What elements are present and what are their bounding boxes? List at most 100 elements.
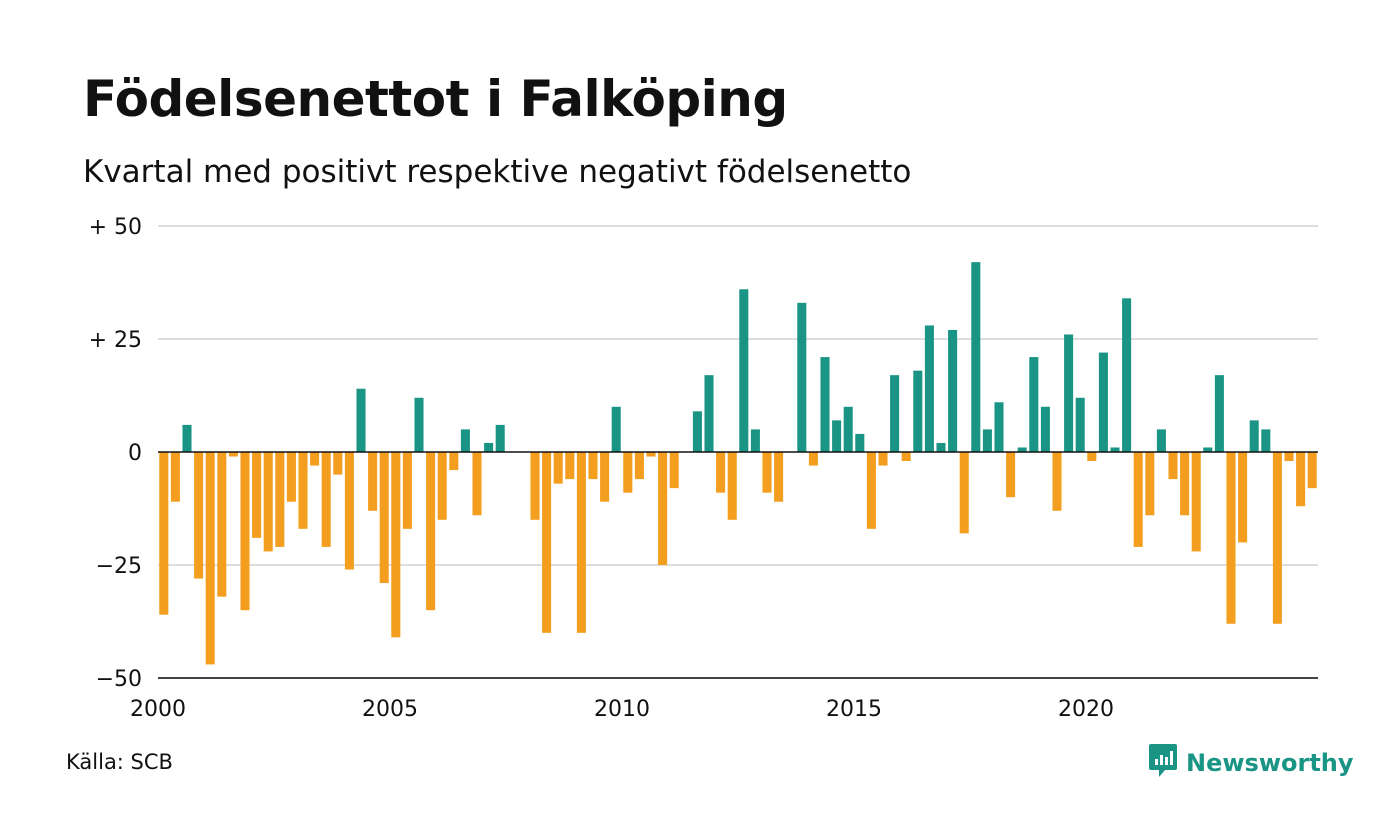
bar-2022K4: [1214, 375, 1224, 452]
bar-2024K3: [1296, 452, 1306, 507]
bar-2010K2: [634, 452, 644, 480]
x-tick-label: 2020: [1058, 697, 1114, 722]
bar-2021K1: [1133, 452, 1143, 547]
bar-2023K4: [1261, 429, 1271, 452]
bar-2018K3: [1017, 447, 1027, 452]
bar-2007K1: [484, 442, 494, 452]
bar-2008K4: [565, 452, 575, 480]
bar-2004K2: [356, 388, 366, 452]
bar-2022K2: [1191, 452, 1201, 552]
bar-2009K4: [611, 406, 621, 452]
bar-2004K1: [344, 452, 354, 570]
bar-2019K3: [1064, 334, 1074, 452]
bar-2019K4: [1075, 397, 1085, 452]
bar-2012K1: [716, 452, 726, 493]
bar-2009K2: [588, 452, 598, 480]
bar-2005K2: [402, 452, 412, 529]
bar-2001K4: [240, 452, 250, 611]
bar-2007K2: [495, 424, 505, 452]
x-tick-label: 2005: [362, 697, 418, 722]
chart-subtitle: Kvartal med positivt respektive negativt…: [83, 154, 912, 190]
bar-2022K1: [1180, 452, 1190, 516]
bar-2001K2: [217, 452, 227, 597]
bar-2015K1: [855, 433, 865, 452]
chat-bubble-bar-chart-icon: [1148, 743, 1178, 783]
bar-2018K1: [994, 402, 1004, 452]
bars: [159, 262, 1317, 665]
bar-2020K3: [1110, 447, 1120, 452]
bar-2000K2: [170, 452, 180, 502]
bar-2021K3: [1156, 429, 1166, 452]
bar-2011K4: [704, 375, 714, 452]
bar-2013K1: [762, 452, 772, 493]
bar-2019K2: [1052, 452, 1062, 511]
bar-2002K3: [275, 452, 285, 547]
bar-2023K2: [1238, 452, 1248, 543]
bar-2010K4: [658, 452, 668, 565]
bar-2013K2: [774, 452, 784, 502]
bar-2005K1: [391, 452, 401, 638]
bar-2015K3: [878, 452, 888, 466]
x-tick-label: 2010: [594, 697, 650, 722]
bar-2000K3: [182, 424, 192, 452]
y-tick-label: 0: [128, 441, 142, 466]
bar-2003K1: [298, 452, 308, 529]
bar-2023K1: [1226, 452, 1236, 624]
bar-2006K3: [460, 429, 470, 452]
axes: + 50 + 25 0 −25 −50 2000 2005 2010 2015 2020: [89, 215, 1318, 722]
brand-name: Newsworthy: [1186, 749, 1354, 777]
bar-2008K1: [530, 452, 540, 520]
bar-2017K3: [971, 262, 981, 452]
bar-2011K3: [692, 411, 702, 452]
bar-2008K2: [542, 452, 552, 633]
y-tick-label: −25: [96, 554, 142, 579]
bar-2010K3: [646, 452, 656, 457]
y-tick-label: + 50: [89, 215, 142, 240]
bar-2021K4: [1168, 452, 1178, 480]
bar-2013K4: [797, 302, 807, 452]
bar-2017K1: [948, 329, 958, 452]
bar-2023K3: [1249, 420, 1259, 452]
bar-2006K2: [449, 452, 459, 471]
bar-2012K4: [750, 429, 760, 452]
bar-2018K2: [1006, 452, 1016, 498]
bar-2000K4: [194, 452, 204, 579]
source-note: Källa: SCB: [66, 750, 173, 774]
bar-2001K1: [205, 452, 215, 665]
x-tick-label: 2000: [130, 697, 186, 722]
x-tick-label: 2015: [826, 697, 882, 722]
bar-2016K2: [913, 370, 923, 452]
bar-2016K3: [924, 325, 934, 452]
bar-2015K2: [866, 452, 876, 529]
bar-2006K1: [437, 452, 447, 520]
bar-2024K2: [1284, 452, 1294, 462]
bar-2014K3: [832, 420, 842, 452]
brand-logo[interactable]: Newsworthy: [1148, 743, 1354, 783]
bar-2020K4: [1122, 298, 1132, 452]
bar-2014K4: [843, 406, 853, 452]
bar-2018K4: [1029, 357, 1039, 452]
bar-2020K2: [1098, 352, 1108, 452]
bar-2024K4: [1307, 452, 1317, 489]
bar-2011K1: [669, 452, 679, 489]
bar-2016K1: [901, 452, 911, 462]
bar-2006K4: [472, 452, 482, 516]
bar-2020K1: [1087, 452, 1097, 462]
bar-2012K3: [739, 289, 749, 452]
bar-2009K3: [600, 452, 610, 502]
y-tick-label: + 25: [89, 328, 142, 353]
bar-2003K4: [333, 452, 343, 475]
bar-2004K3: [368, 452, 378, 511]
bar-2017K4: [982, 429, 992, 452]
bar-2022K3: [1203, 447, 1213, 452]
bar-2017K2: [959, 452, 969, 534]
bar-2015K4: [890, 375, 900, 452]
bar-2002K4: [286, 452, 296, 502]
bar-2021K2: [1145, 452, 1155, 516]
bar-2014K1: [808, 452, 818, 466]
bar-2001K3: [228, 452, 238, 457]
bar-2003K2: [310, 452, 320, 466]
chart-title: Födelsenettot i Falköping: [83, 70, 788, 128]
bar-2005K4: [426, 452, 436, 611]
